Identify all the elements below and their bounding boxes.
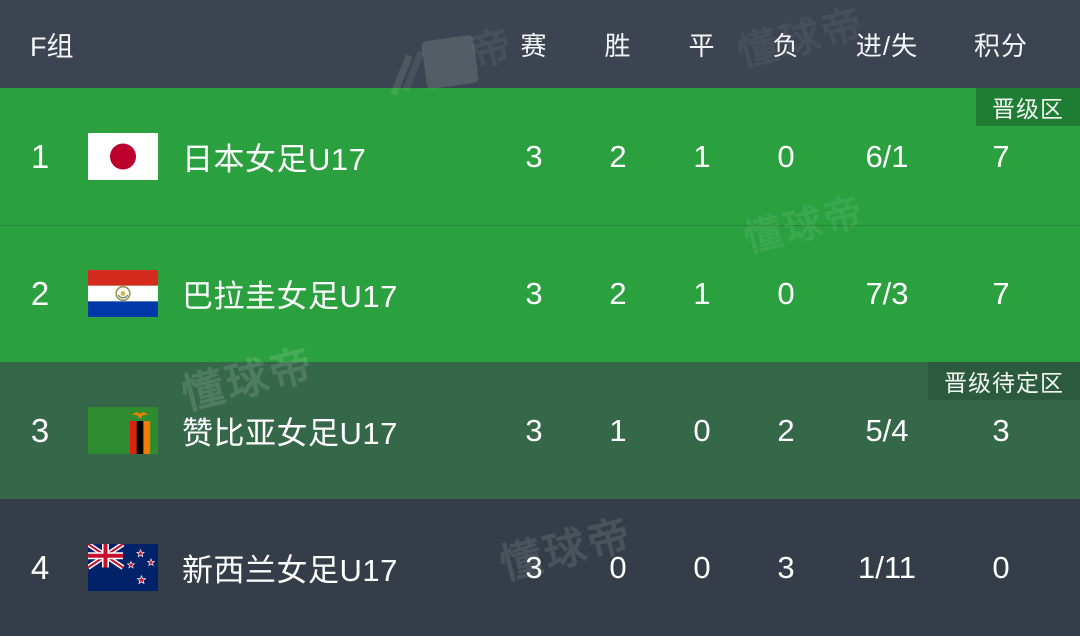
stat-goals: 7/3 (865, 275, 909, 311)
promotion-zone-badge: 晋级区 (976, 88, 1080, 126)
stat-drawn: 1 (693, 275, 711, 311)
standings-row-japan[interactable]: 1 日本女足U17 3 2 1 0 6/1 7 晋级区 (0, 88, 1080, 225)
table-header-row: F组 赛 胜 平 负 进/失 积分 (0, 0, 1080, 88)
stat-won: 0 (609, 549, 627, 585)
column-header-points: 积分 (973, 30, 1028, 61)
stat-goals: 5/4 (865, 412, 909, 448)
stat-points: 7 (992, 138, 1010, 174)
stat-drawn: 0 (693, 412, 711, 448)
team-name: 新西兰女足U17 (182, 553, 398, 588)
paraguay-flag-icon (80, 270, 180, 317)
team-name: 赞比亚女足U17 (182, 416, 398, 451)
stat-points: 0 (992, 549, 1010, 585)
stat-drawn: 1 (693, 138, 711, 174)
stat-goals: 1/11 (857, 549, 917, 585)
rank-number: 4 (30, 548, 50, 586)
column-header-won: 胜 (604, 30, 632, 61)
standings-row-paraguay[interactable]: 2 巴拉圭女足U17 3 2 1 0 7/3 7 (0, 225, 1080, 362)
column-header-lost: 负 (772, 30, 800, 61)
stat-goals: 6/1 (865, 138, 909, 174)
column-header-drawn: 平 (688, 30, 716, 61)
stat-lost: 0 (777, 275, 795, 311)
stat-won: 1 (609, 412, 627, 448)
new-zealand-flag-icon (80, 544, 180, 591)
stat-points: 3 (992, 412, 1010, 448)
stat-lost: 3 (777, 549, 795, 585)
standings-row-new-zealand[interactable]: 4 新西兰女足U17 3 (0, 499, 1080, 636)
stat-played: 3 (525, 412, 543, 448)
zambia-flag-icon (80, 407, 180, 454)
stat-lost: 0 (777, 138, 795, 174)
stat-played: 3 (525, 549, 543, 585)
standings-row-zambia[interactable]: 3 赞比亚女足U17 3 1 0 2 5/4 3 晋级待定区 (0, 362, 1080, 499)
stat-drawn: 0 (693, 549, 711, 585)
stat-played: 3 (525, 275, 543, 311)
stat-won: 2 (609, 138, 627, 174)
team-name: 日本女足U17 (182, 142, 367, 177)
column-header-played: 赛 (520, 30, 548, 61)
japan-flag-icon (80, 133, 180, 180)
rank-number: 1 (30, 137, 50, 175)
team-name: 巴拉圭女足U17 (182, 279, 398, 314)
promotion-pending-zone-badge: 晋级待定区 (928, 362, 1080, 400)
rank-number: 2 (30, 274, 50, 312)
rank-number: 3 (30, 411, 50, 449)
group-title: F组 (30, 31, 74, 62)
stat-played: 3 (525, 138, 543, 174)
stat-won: 2 (609, 275, 627, 311)
stat-points: 7 (992, 275, 1010, 311)
column-header-goals: 进/失 (855, 30, 919, 61)
stat-lost: 2 (777, 412, 795, 448)
